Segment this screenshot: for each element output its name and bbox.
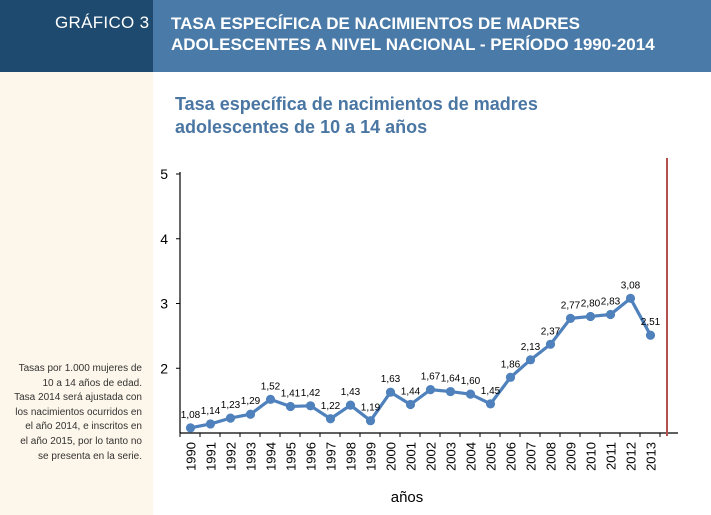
data-label: 1,42 [301,388,321,399]
data-label: 1,60 [461,376,481,387]
x-tick-label: 2005 [484,442,499,471]
data-label: 1,63 [381,374,401,385]
chart-title-line1: Tasa específica de nacimientos de madres [175,94,538,114]
x-tick-label: 2007 [524,442,539,471]
data-point [245,409,256,419]
data-point [525,355,536,365]
footnote-line: Tasas por 1.000 mujeres de [18,363,142,374]
data-label: 2,51 [641,317,661,328]
x-tick-label: 2011 [604,442,619,470]
header-title-line2: ADOLESCENTES A NIVEL NACIONAL - PERÍODO … [171,35,655,54]
footnote-line: 10 a 14 años de edad. [42,377,142,389]
header-title-line1: TASA ESPECÍFICA DE NACIMIENTOS DE MADRES [171,14,580,33]
data-point [405,399,416,410]
header-title-box: TASA ESPECÍFICA DE NACIMIENTOS DE MADRES… [153,0,711,72]
data-point [545,339,556,349]
data-point [505,372,516,382]
y-tick-label: 5 [160,166,168,182]
footnote-line: el año 2015, por lo tanto no [20,435,142,447]
data-label: 1,44 [401,387,421,398]
x-tick-label: 1999 [364,442,379,471]
data-label: 1,08 [181,410,201,421]
data-label: 2,77 [561,300,581,311]
data-point [385,387,396,397]
x-tick-label: 2002 [424,442,439,471]
data-label: 2,80 [581,298,601,309]
x-tick-label: 2003 [444,442,459,471]
data-label: 1,19 [361,403,381,414]
x-tick-label: 2001 [404,442,419,471]
data-label: 1,52 [261,381,281,392]
data-point [465,389,476,399]
data-point [305,401,316,411]
footnote-line: Tasa 2014 será ajustada con [14,392,142,404]
x-tick-label: 1994 [264,442,279,471]
data-point [445,386,456,397]
data-label: 1,86 [501,359,521,370]
chart-title: Tasa específica de nacimientos de madres… [175,93,538,139]
x-tick-label: 1998 [344,442,359,471]
data-label: 1,14 [201,406,221,417]
x-axis-label: años [391,489,424,506]
footnote: Tasas por 1.000 mujeres de 10 a 14 años … [4,362,142,464]
y-tick-label: 2 [160,360,168,376]
x-tick-label: 1991 [204,442,219,471]
data-label: 3,08 [621,280,641,291]
data-point [205,419,216,429]
data-label: 2,37 [541,326,561,337]
footnote-line: el año 2014, e inscritos en [25,421,142,433]
data-label: 1,22 [321,401,341,412]
data-label: 1,23 [221,400,241,411]
x-tick-label: 2008 [544,442,559,471]
y-tick-label: 4 [160,231,168,247]
header-banner: GRÁFICO 3 TASA ESPECÍFICA DE NACIMIENTOS… [0,0,711,72]
x-tick-label: 1997 [324,442,339,471]
x-tick-label: 1993 [244,442,259,471]
chart-number-box: GRÁFICO 3 [0,0,153,72]
data-point [645,330,656,340]
chart-title-line2: adolescentes de 10 a 14 años [175,117,428,137]
data-point [485,399,496,409]
footnote-line: se presenta en la serie. [38,450,142,462]
header-title: TASA ESPECÍFICA DE NACIMIENTOS DE MADRES… [171,13,655,55]
x-tick-label: 2013 [644,442,659,471]
data-label: 1,64 [441,374,461,385]
chart-number-label: GRÁFICO 3 [55,13,150,32]
data-point [285,401,296,412]
data-label: 1,43 [341,387,361,398]
data-label: 1,45 [481,386,501,397]
x-tick-label: 2010 [584,442,599,471]
x-tick-label: 2004 [464,442,479,471]
x-tick-label: 2000 [384,442,399,471]
sidebar: Tasas por 1.000 mujeres de 10 a 14 años … [0,72,153,515]
x-tick-label: 2006 [504,442,519,471]
y-tick-label: 3 [160,296,168,312]
data-point [625,293,636,303]
data-point [365,416,376,426]
series-line [190,296,652,430]
data-point [325,414,336,424]
data-label: 2,83 [601,297,621,308]
x-tick-label: 1995 [284,442,299,471]
data-point [345,400,356,410]
data-label: 1,29 [241,396,261,407]
x-tick-label: 2009 [564,442,579,471]
data-point [585,311,596,322]
data-label: 1,67 [421,372,441,383]
footnote-line: los nacimientos ocurridos en [15,406,142,418]
data-label: 2,13 [521,342,541,353]
x-tick-label: 1990 [184,442,199,471]
data-point [425,385,436,395]
x-tick-label: 2012 [624,442,639,471]
x-tick-label: 1996 [304,442,319,471]
data-point [565,313,576,323]
data-point [185,423,196,433]
data-point [265,394,276,404]
x-tick-label: 1992 [224,442,239,471]
data-point [225,413,236,423]
data-label: 1,41 [281,388,301,399]
data-point [605,309,616,320]
